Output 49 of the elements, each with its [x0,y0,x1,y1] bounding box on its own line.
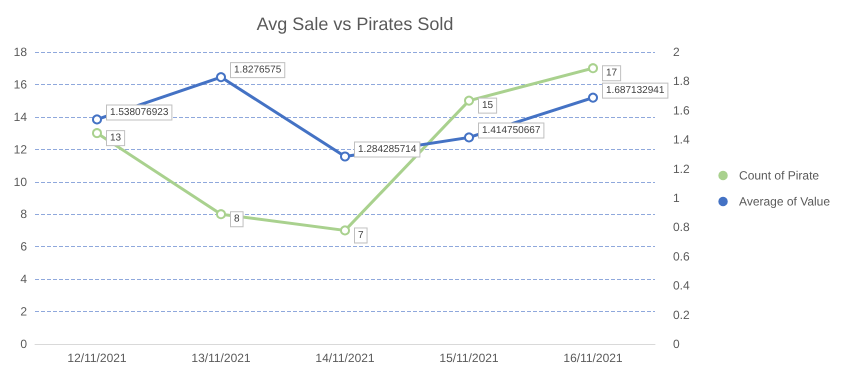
y2-tick-label: 0.6 [673,249,690,264]
point [340,151,350,162]
data-label: 15 [482,100,494,112]
data-label: 1.284285714 [358,144,417,155]
point [588,92,598,103]
y-tick-label: 6 [20,240,28,254]
y2-tick-label: 1.2 [673,162,690,176]
data-label: 7 [358,230,364,241]
y2-tick-label: 0.2 [673,308,690,322]
y2-tick-label: 1 [673,191,680,205]
x-tick-label: 15/11/2021 [439,351,499,365]
y-tick-label: 0 [20,337,28,351]
y-tick-label: 2 [20,304,28,319]
point [340,225,350,236]
point [92,114,102,124]
y-tick-label: 18 [14,45,28,59]
y-tick-label: 12 [14,142,28,156]
data-label: 8 [234,214,240,225]
y2-tick-label: 0 [673,337,680,351]
y2-tick-label: 2 [673,45,680,59]
y-tick-label: 10 [14,174,28,189]
point [464,96,474,106]
point [216,72,226,82]
y2-tick-label: 1.8 [673,74,690,88]
data-label: 1.687132941 [606,85,665,96]
y2-tick-label: 1.4 [673,132,690,147]
y-tick-label: 14 [14,110,28,124]
y-tick-label: 8 [20,207,28,222]
legend-label: Average of Value [739,194,830,208]
y2-tick-label: 1.6 [673,103,690,118]
x-tick-label: 13/11/2021 [191,351,251,365]
y2-tick-label: 0.8 [673,220,690,234]
data-label: 1.8276575 [234,64,282,76]
point [464,132,474,142]
data-label: 13 [110,132,122,144]
legend-label: Count of Pirate [739,168,820,182]
x-tick-label: 12/11/2021 [67,351,127,365]
data-label: 1.414750667 [482,124,541,136]
point [588,63,598,74]
y-tick-label: 16 [14,77,28,92]
y-tick-label: 4 [20,272,28,286]
data-label: 17 [606,68,618,79]
point [92,128,102,138]
x-tick-label: 14/11/2021 [315,351,375,365]
y2-tick-label: 0.4 [673,278,690,293]
data-label: 1.538076923 [110,106,169,118]
chart-title: Avg Sale vs Pirates Sold [256,14,454,34]
x-tick-label: 16/11/2021 [563,351,623,365]
point [216,209,226,220]
